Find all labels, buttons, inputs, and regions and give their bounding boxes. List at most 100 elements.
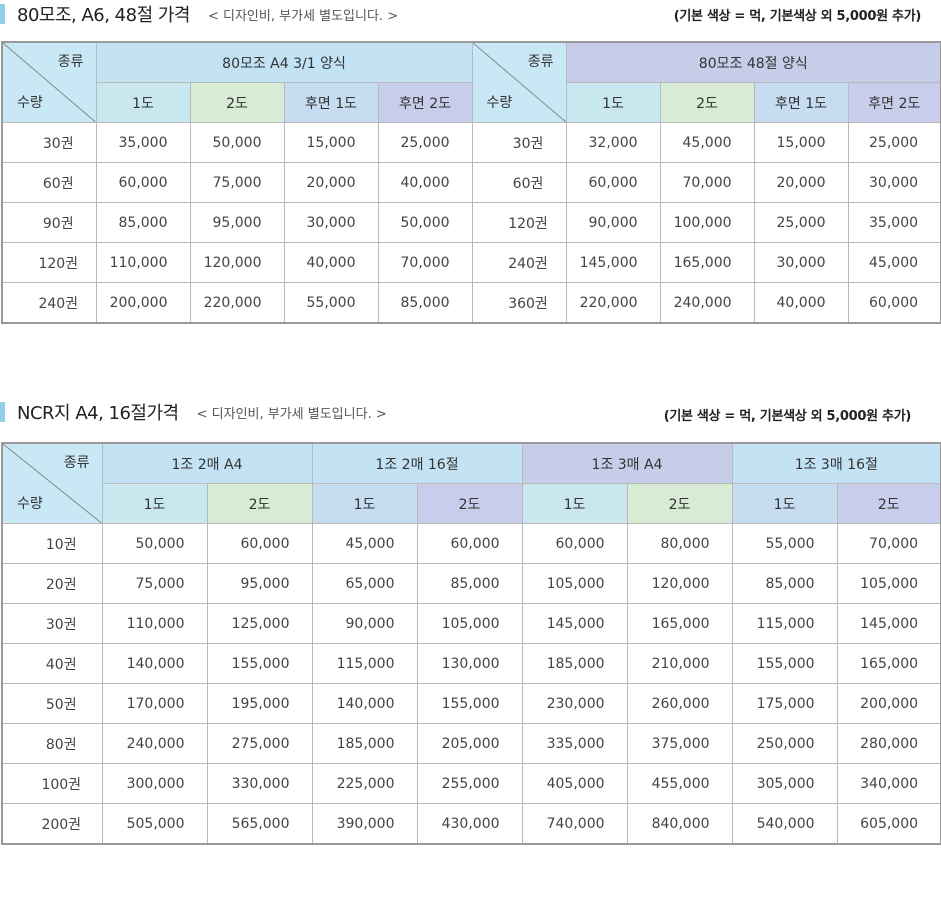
price-cell: 70,000	[659, 162, 755, 203]
corner-qty-label: 수량	[17, 95, 43, 111]
column-header-1do: 1도	[95, 82, 191, 123]
corner-type-label: 종류	[63, 455, 90, 471]
table-row: 40권 140,000 155,000 115,000 130,000 185,000 21…	[1, 643, 941, 684]
table1-group-left: 80모조 A4 3/1 양식	[95, 41, 473, 83]
price-cell: 840,000	[626, 803, 733, 845]
price-cell: 85,000	[377, 282, 473, 324]
section2-title: NCR지 A4, 16절가격	[17, 403, 179, 424]
section1-subtitle: < 디자인비, 부가세 별도입니다. >	[207, 8, 399, 24]
table-row: 20권 75,000 95,000 65,000 85,000 105,000 120,00…	[1, 563, 941, 604]
price-cell: 115,000	[311, 643, 418, 684]
price-cell: 375,000	[626, 723, 733, 764]
section2-heading: NCR지 A4, 16절가격 < 디자인비, 부가세 별도입니다. >	[0, 400, 387, 424]
price-cell: 175,000	[731, 683, 838, 724]
price-cell: 130,000	[416, 643, 523, 684]
price-cell: 335,000	[521, 723, 628, 764]
price-cell: 65,000	[311, 563, 418, 604]
price-cell: 70,000	[836, 523, 941, 564]
section2-note: (기본 색상 = 먹, 기본색상 외 5,000원 추가)	[663, 409, 912, 424]
price-cell: 25,000	[753, 202, 849, 243]
price-cell: 200,000	[836, 683, 941, 724]
price-cell: 340,000	[836, 763, 941, 804]
table-row: 120권 110,000 120,000 40,000 70,000 240권 145,00…	[1, 242, 941, 283]
price-cell: 240,000	[659, 282, 755, 324]
price-cell: 280,000	[836, 723, 941, 764]
quantity-cell: 100권	[1, 763, 103, 804]
price-cell: 40,000	[283, 242, 379, 283]
price-cell: 90,000	[565, 202, 661, 243]
price-cell: 45,000	[847, 242, 941, 283]
column-header-1do: 1도	[565, 82, 661, 123]
section1-note: (기본 색상 = 먹, 기본색상 외 5,000원 추가)	[673, 9, 922, 24]
corner-qty-label: 수량	[17, 496, 43, 512]
price-cell: 110,000	[101, 603, 208, 644]
table1-right-corner-cell: 종류 수량	[471, 41, 567, 123]
price-cell: 50,000	[189, 122, 285, 163]
quantity-cell: 80권	[1, 723, 103, 764]
price-cell: 405,000	[521, 763, 628, 804]
column-header-2do: 2도	[836, 483, 941, 524]
price-cell: 60,000	[521, 523, 628, 564]
table-row: 50권 170,000 195,000 140,000 155,000 230,000 26…	[1, 683, 941, 724]
price-cell: 210,000	[626, 643, 733, 684]
price-cell: 60,000	[206, 523, 313, 564]
corner-type-label: 종류	[527, 54, 554, 70]
price-cell: 145,000	[836, 603, 941, 644]
quantity-cell: 40권	[1, 643, 103, 684]
price-cell: 80,000	[626, 523, 733, 564]
price-cell: 35,000	[95, 122, 191, 163]
table-row: 200권 505,000 565,000 390,000 430,000 740,000 8…	[1, 803, 941, 845]
price-cell: 95,000	[206, 563, 313, 604]
price-cell: 220,000	[565, 282, 661, 324]
column-header-back-2do: 후면 2도	[377, 82, 473, 123]
price-cell: 255,000	[416, 763, 523, 804]
price-cell: 70,000	[377, 242, 473, 283]
column-header-2do: 2도	[206, 483, 313, 524]
quantity-cell: 60권	[471, 162, 567, 203]
table2-group-3: 1조 3매 A4	[521, 442, 733, 484]
price-cell: 15,000	[753, 122, 849, 163]
price-cell: 330,000	[206, 763, 313, 804]
price-cell: 32,000	[565, 122, 661, 163]
price-table-1: 종류 수량 80모조 A4 3/1 양식 종류 수량 80모조 48절 양식 1…	[1, 41, 941, 324]
table1-group-right: 80모조 48절 양식	[565, 41, 941, 83]
price-cell: 25,000	[377, 122, 473, 163]
price-cell: 60,000	[847, 282, 941, 324]
price-cell: 30,000	[847, 162, 941, 203]
price-cell: 305,000	[731, 763, 838, 804]
price-cell: 185,000	[521, 643, 628, 684]
table-row: 240권 200,000 220,000 55,000 85,000 360권 220,00…	[1, 282, 941, 324]
price-cell: 60,000	[95, 162, 191, 203]
column-header-back-1do: 후면 1도	[753, 82, 849, 123]
section2-subtitle: < 디자인비, 부가세 별도입니다. >	[196, 406, 387, 422]
column-header-1do: 1도	[101, 483, 208, 524]
price-cell: 390,000	[311, 803, 418, 845]
price-cell: 30,000	[283, 202, 379, 243]
price-cell: 40,000	[753, 282, 849, 324]
price-cell: 205,000	[416, 723, 523, 764]
price-cell: 455,000	[626, 763, 733, 804]
price-cell: 25,000	[847, 122, 941, 163]
price-cell: 195,000	[206, 683, 313, 724]
table-row: 30권 35,000 50,000 15,000 25,000 30권 32,000 45,0…	[1, 122, 941, 163]
price-cell: 120,000	[626, 563, 733, 604]
price-cell: 100,000	[659, 202, 755, 243]
price-cell: 165,000	[626, 603, 733, 644]
column-header-2do: 2도	[416, 483, 523, 524]
price-cell: 85,000	[95, 202, 191, 243]
price-cell: 220,000	[189, 282, 285, 324]
price-cell: 105,000	[416, 603, 523, 644]
table2-group-2: 1조 2매 16절	[311, 442, 523, 484]
price-cell: 125,000	[206, 603, 313, 644]
price-cell: 140,000	[311, 683, 418, 724]
table2-group-1: 1조 2매 A4	[101, 442, 313, 484]
price-cell: 75,000	[189, 162, 285, 203]
quantity-cell: 90권	[1, 202, 97, 243]
quantity-cell: 200권	[1, 803, 103, 845]
quantity-cell: 50권	[1, 683, 103, 724]
price-cell: 50,000	[101, 523, 208, 564]
price-cell: 260,000	[626, 683, 733, 724]
accent-bar	[0, 402, 5, 422]
price-cell: 250,000	[731, 723, 838, 764]
column-header-back-1do: 후면 1도	[283, 82, 379, 123]
